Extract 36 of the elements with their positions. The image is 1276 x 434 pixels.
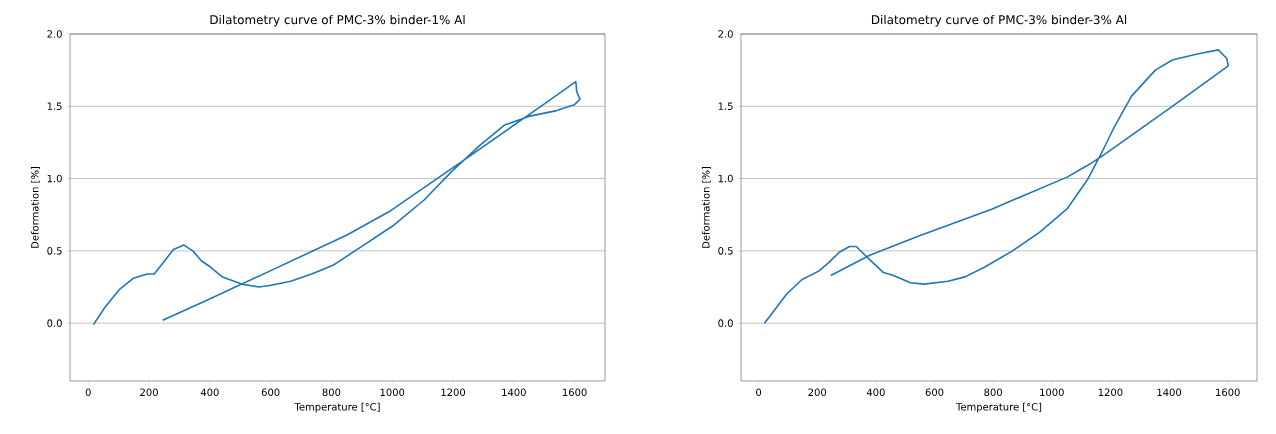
- line-series: [763, 49, 1230, 324]
- x-tick-label: 600: [925, 388, 944, 397]
- y-tick-label: 2.0: [47, 30, 62, 38]
- x-tick-label: 0: [85, 388, 91, 397]
- y-tick-label: 1.0: [47, 174, 62, 183]
- y-tick-label: 2.0: [718, 30, 733, 38]
- x-tick-label: 1200: [441, 388, 466, 397]
- y-axis-title: Deformation [%]: [30, 167, 40, 248]
- y-tick-label: 0.0: [47, 319, 62, 327]
- x-tick-label: 1400: [502, 388, 526, 397]
- x-axis-title: Temperature [°C]: [294, 402, 380, 413]
- x-tick-label: 1600: [1216, 388, 1240, 397]
- x-tick-label: 1200: [1098, 388, 1123, 397]
- chart-title: Dilatometry curve of PMC-3% binder-3% Al: [871, 14, 1127, 27]
- x-axis-title: Temperature [°C]: [955, 402, 1042, 413]
- y-tick-label: 0.5: [47, 247, 62, 255]
- y-tick-label: 1.0: [718, 174, 733, 183]
- y-tick-label: 0.5: [718, 247, 733, 255]
- y-axis-title: Deformation [%]: [701, 167, 711, 248]
- x-tick-label: 200: [140, 388, 158, 397]
- x-tick-label: 0: [756, 388, 762, 397]
- x-tick-label: 400: [866, 388, 885, 397]
- y-tick-label: 1.5: [47, 102, 62, 110]
- x-tick-label: 600: [261, 388, 280, 397]
- chart-title: Dilatometry curve of PMC-3% binder-1% Al: [210, 14, 465, 27]
- line-series: [92, 80, 581, 326]
- x-tick-label: 800: [984, 388, 1002, 397]
- y-tick-label: 1.5: [718, 102, 733, 110]
- x-tick-label: 400: [200, 388, 219, 397]
- x-tick-label: 1600: [563, 388, 587, 397]
- x-tick-label: 1000: [380, 388, 405, 397]
- x-tick-label: 1000: [1040, 388, 1064, 397]
- x-tick-label: 800: [322, 388, 341, 397]
- x-tick-label: 200: [808, 388, 827, 397]
- y-tick-label: 0.0: [718, 319, 733, 327]
- x-tick-label: 1400: [1157, 388, 1182, 397]
